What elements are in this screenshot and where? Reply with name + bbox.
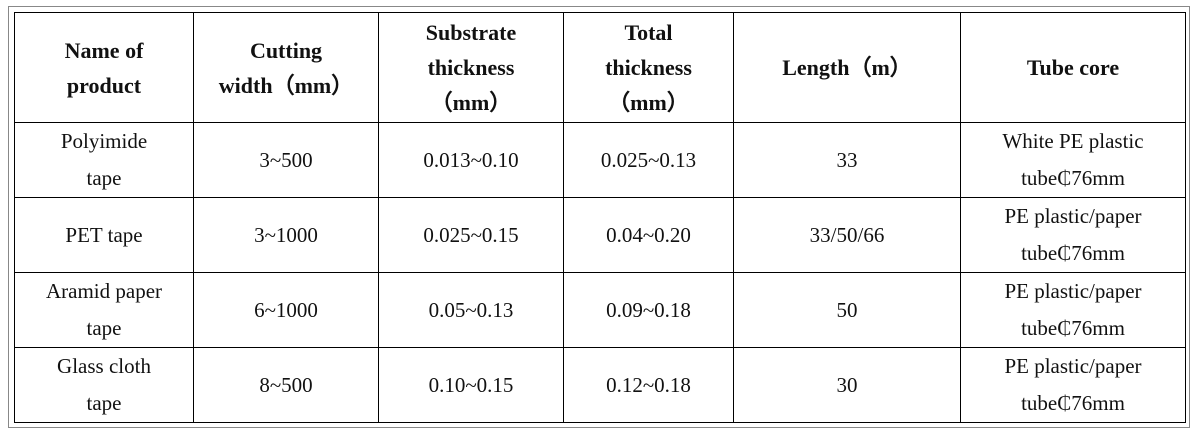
table-cell: 33/50/66 [733,197,961,273]
cell-text: 0.12~0.18 [606,372,691,397]
cell-text: Polyimide [60,129,148,153]
cell-text: Name of [64,37,144,63]
cell-text: White PE plastic [1002,129,1144,153]
table-row: Aramid paper tape 6~1000 0.05~0.13 0.09~0.18… [14,272,1186,348]
table-cell: Glass cloth tape [14,347,194,423]
table-cell: PET tape [14,197,194,273]
table-cell: PE plastic/paper tube₵76mm [960,347,1186,423]
cell-text: Glass cloth [57,354,151,378]
cell-text: （mm） [608,90,689,115]
cell-text: 0.04~0.20 [606,222,691,247]
cell-text: 0.025~0.15 [423,222,519,247]
table-cell: 3~1000 [193,197,379,273]
cell-text: 0.025~0.13 [600,147,697,172]
table-cell: 0.04~0.20 [563,197,734,273]
cell-text: thickness [427,55,515,80]
cell-text: tube₵76mm [1021,241,1125,265]
cell-text: （mm） [430,90,512,115]
cell-text: 0.10~0.15 [428,372,514,397]
table-cell: 33 [733,122,961,198]
table-cell: Polyimide tape [14,122,194,198]
header-cell: Total thickness （mm） [563,12,734,123]
cell-text: product [66,72,142,98]
cell-text: PE plastic/paper [1004,354,1142,378]
table-cell: 50 [733,272,961,348]
cell-text: 30 [836,372,858,397]
table-row: Glass cloth tape 8~500 0.10~0.15 0.12~0.18 30… [14,347,1186,423]
cell-text: 0.013~0.10 [423,147,519,172]
cell-text: Aramid paper [45,279,163,303]
cell-text: PE plastic/paper [1004,204,1142,228]
header-cell: Substrate thickness （mm） [378,12,564,123]
cell-text: Length（m） [782,55,912,80]
cell-text: PET tape [65,222,143,247]
table-cell: 30 [733,347,961,423]
table-body: Name of product Cutting width（mm） Substrate t… [14,12,1186,423]
cell-text: Total [624,20,673,45]
header-cell: Cutting width（mm） [193,12,379,123]
table-cell: 0.10~0.15 [378,347,564,423]
table-cell: 0.09~0.18 [563,272,734,348]
header-cell: Name of product [14,12,194,123]
cell-text: tape [86,166,122,190]
frame [8,6,1190,428]
table-cell: 8~500 [193,347,379,423]
cell-text: Substrate [425,20,517,45]
table-cell: 0.025~0.13 [563,122,734,198]
cell-text: 0.09~0.18 [606,297,691,322]
cell-text: tape [86,316,122,340]
table-row: Polyimide tape 3~500 0.013~0.10 0.025~0.13 33… [14,122,1186,198]
cell-text: 33 [836,147,858,172]
cell-text: tube₵76mm [1021,316,1125,340]
cell-text: Cutting [249,37,323,63]
cell-text: 3~1000 [254,222,318,247]
cell-text: 3~500 [259,147,313,172]
cell-text: tape [86,391,122,415]
cell-text: tube₵76mm [1021,166,1125,190]
table-cell: 0.025~0.15 [378,197,564,273]
header-cell: Length（m） [733,12,961,123]
table-cell: PE plastic/paper tube₵76mm [960,197,1186,273]
table-cell: PE plastic/paper tube₵76mm [960,272,1186,348]
table-cell: White PE plastic tube₵76mm [960,122,1186,198]
spec-table: Name of product Cutting width（mm） Substrate t… [14,12,1186,423]
table-cell: 6~1000 [193,272,379,348]
table-row: PET tape 3~1000 0.025~0.15 0.04~0.20 33/50/6… [14,197,1186,273]
table-cell: 0.12~0.18 [563,347,734,423]
cell-text: 6~1000 [254,297,318,322]
table-cell: 0.013~0.10 [378,122,564,198]
cell-text: width（mm） [218,72,354,98]
header-row: Name of product Cutting width（mm） Substrate t… [14,12,1186,123]
cell-text: PE plastic/paper [1004,279,1142,303]
cell-text: 8~500 [259,372,313,397]
cell-text: 50 [836,297,858,322]
cell-text: tube₵76mm [1021,391,1125,415]
cell-text: 0.05~0.13 [428,297,514,322]
table-cell: 0.05~0.13 [378,272,564,348]
cell-text: thickness [605,55,692,80]
table-cell: Aramid paper tape [14,272,194,348]
table-cell: 3~500 [193,122,379,198]
header-cell: Tube core [960,12,1186,123]
cell-text: 33/50/66 [809,222,885,247]
cell-text: Tube core [1026,55,1120,80]
